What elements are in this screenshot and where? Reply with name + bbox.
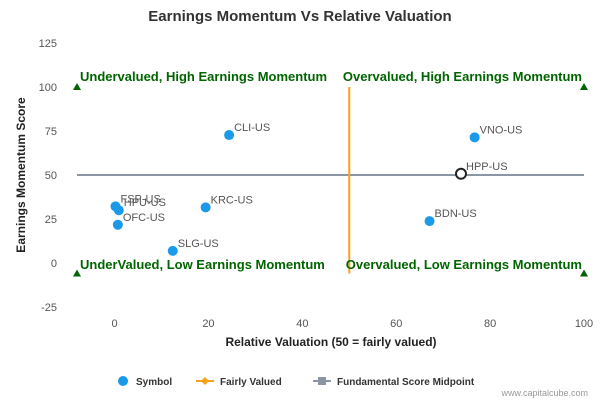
y-tick-label: 125	[39, 38, 57, 50]
quadrant-label-bottom-right: Overvalued, Low Earnings Momentum	[346, 257, 582, 272]
quadrant-label-top-right: Overvalued, High Earnings Momentum	[343, 69, 582, 84]
data-point[interactable]	[455, 167, 468, 180]
x-tick-label: 60	[390, 318, 402, 330]
legend: Symbol Fairly Valued Fundamental Score M…	[118, 376, 475, 388]
y-tick-label: 100	[39, 82, 57, 94]
quadrant-label-bottom-left: UnderValued, Low Earnings Momentum	[80, 257, 325, 272]
chart-title: Earnings Momentum Vs Relative Valuation	[148, 8, 451, 25]
legend-item-midpoint[interactable]: Fundamental Score Midpoint	[313, 377, 475, 388]
legend-symbol-label: Symbol	[136, 377, 172, 388]
x-axis-title: Relative Valuation (50 = fairly valued)	[225, 335, 436, 349]
data-point[interactable]	[224, 130, 235, 141]
data-point[interactable]	[200, 202, 211, 213]
x-tick-label: 100	[575, 318, 593, 330]
quadrant-marker	[580, 269, 588, 277]
x-tick-label: 80	[484, 318, 496, 330]
data-point[interactable]	[424, 216, 435, 227]
x-tick-label: 40	[296, 318, 308, 330]
y-tick-label: 50	[45, 170, 57, 182]
data-point-label: OFC-US	[123, 212, 165, 224]
data-point[interactable]	[167, 245, 178, 256]
quadrant-markers	[73, 83, 588, 277]
data-point-label: FSP-US	[120, 193, 160, 205]
data-point[interactable]	[469, 132, 480, 143]
reference-lines	[77, 87, 584, 274]
x-tick-label: 0	[111, 318, 117, 330]
data-point-label: KRC-US	[211, 194, 253, 206]
quadrant-label-top-left: Undervalued, High Earnings Momentum	[80, 69, 327, 84]
y-tick-label: 75	[45, 126, 57, 138]
data-point-label: HPP-US	[466, 161, 508, 173]
data-point-label: HPU-US	[124, 197, 166, 209]
data-point-label: CLI-US	[234, 122, 270, 134]
legend-symbol-marker	[118, 376, 128, 386]
quadrant-marker	[73, 83, 81, 90]
x-axis-ticks: 0 20 40 60 80 100	[111, 318, 593, 330]
legend-fairly-valued-label: Fairly Valued	[220, 377, 282, 388]
data-point[interactable]	[112, 219, 123, 230]
y-axis-title: Earnings Momentum Score	[14, 97, 28, 253]
data-point[interactable]	[113, 205, 124, 216]
quadrant-marker	[73, 269, 81, 277]
quadrant-marker	[580, 83, 588, 90]
y-tick-label: -25	[41, 302, 57, 314]
y-tick-label: 25	[45, 214, 57, 226]
y-tick-label: 0	[51, 258, 57, 270]
x-tick-label: 20	[202, 318, 214, 330]
y-axis-ticks: 125 100 75 50 25 0 -25	[39, 38, 57, 314]
data-point-label: BDN-US	[435, 208, 477, 220]
quadrant-labels: Undervalued, High Earnings Momentum Over…	[80, 69, 582, 272]
legend-midpoint-marker	[318, 377, 326, 385]
legend-fairly-valued-marker	[201, 377, 209, 385]
legend-item-fairly-valued[interactable]: Fairly Valued	[196, 377, 282, 388]
data-point-label: SLG-US	[178, 238, 219, 250]
data-point-label: VNO-US	[480, 124, 523, 136]
legend-midpoint-label: Fundamental Score Midpoint	[337, 377, 475, 388]
legend-item-symbol[interactable]: Symbol	[118, 376, 172, 388]
credit-text: www.capitalcube.com	[500, 388, 588, 398]
